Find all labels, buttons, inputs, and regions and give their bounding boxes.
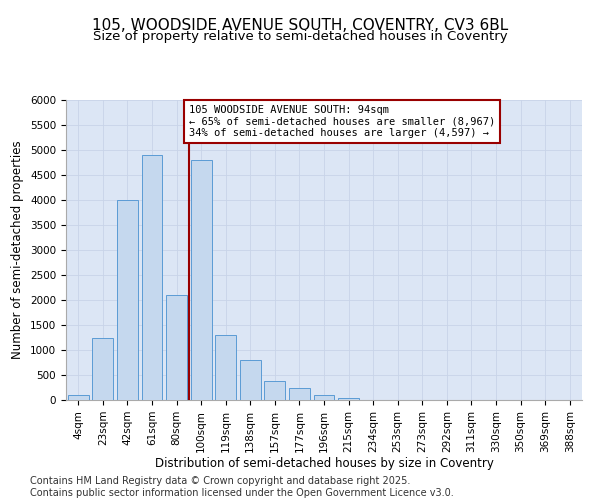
Bar	[338, 398, 359, 400]
Bar	[166, 295, 187, 400]
Bar	[117, 200, 138, 400]
Text: 105, WOODSIDE AVENUE SOUTH, COVENTRY, CV3 6BL: 105, WOODSIDE AVENUE SOUTH, COVENTRY, CV…	[92, 18, 508, 32]
Bar	[92, 338, 113, 400]
Bar	[314, 395, 334, 400]
Bar	[142, 155, 163, 400]
Bar	[289, 388, 310, 400]
X-axis label: Distribution of semi-detached houses by size in Coventry: Distribution of semi-detached houses by …	[155, 458, 493, 470]
Text: 105 WOODSIDE AVENUE SOUTH: 94sqm
← 65% of semi-detached houses are smaller (8,96: 105 WOODSIDE AVENUE SOUTH: 94sqm ← 65% o…	[189, 105, 495, 138]
Bar	[68, 395, 89, 400]
Text: Contains HM Land Registry data © Crown copyright and database right 2025.
Contai: Contains HM Land Registry data © Crown c…	[30, 476, 454, 498]
Y-axis label: Number of semi-detached properties: Number of semi-detached properties	[11, 140, 25, 360]
Text: Size of property relative to semi-detached houses in Coventry: Size of property relative to semi-detach…	[92, 30, 508, 43]
Bar	[191, 160, 212, 400]
Bar	[265, 381, 286, 400]
Bar	[240, 360, 261, 400]
Bar	[215, 335, 236, 400]
